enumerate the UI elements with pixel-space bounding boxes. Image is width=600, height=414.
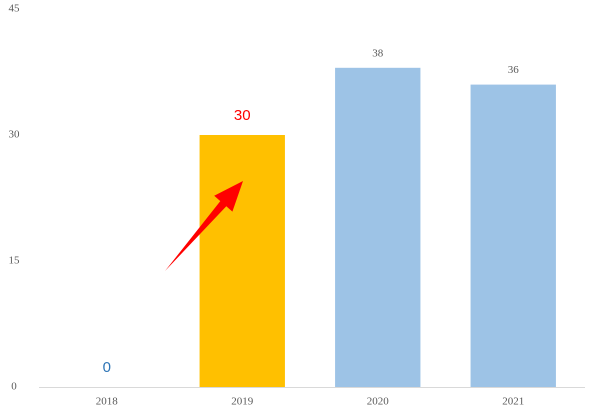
data-label: 30 bbox=[234, 107, 251, 124]
data-label: 38 bbox=[372, 47, 384, 59]
x-tick-label: 2021 bbox=[502, 396, 524, 408]
y-tick-label: 0 bbox=[11, 381, 17, 393]
arrow bbox=[165, 181, 243, 271]
y-tick-label: 45 bbox=[9, 3, 21, 15]
data-label: 0 bbox=[103, 359, 111, 376]
x-tick-label: 2020 bbox=[367, 396, 390, 408]
x-tick-label: 2019 bbox=[231, 396, 254, 408]
y-tick-label: 15 bbox=[9, 255, 21, 267]
y-tick-label: 30 bbox=[9, 129, 21, 141]
bar bbox=[199, 135, 285, 387]
bar bbox=[470, 84, 556, 387]
bar bbox=[335, 67, 421, 388]
x-tick-label: 2018 bbox=[96, 396, 119, 408]
data-label: 36 bbox=[508, 64, 520, 76]
